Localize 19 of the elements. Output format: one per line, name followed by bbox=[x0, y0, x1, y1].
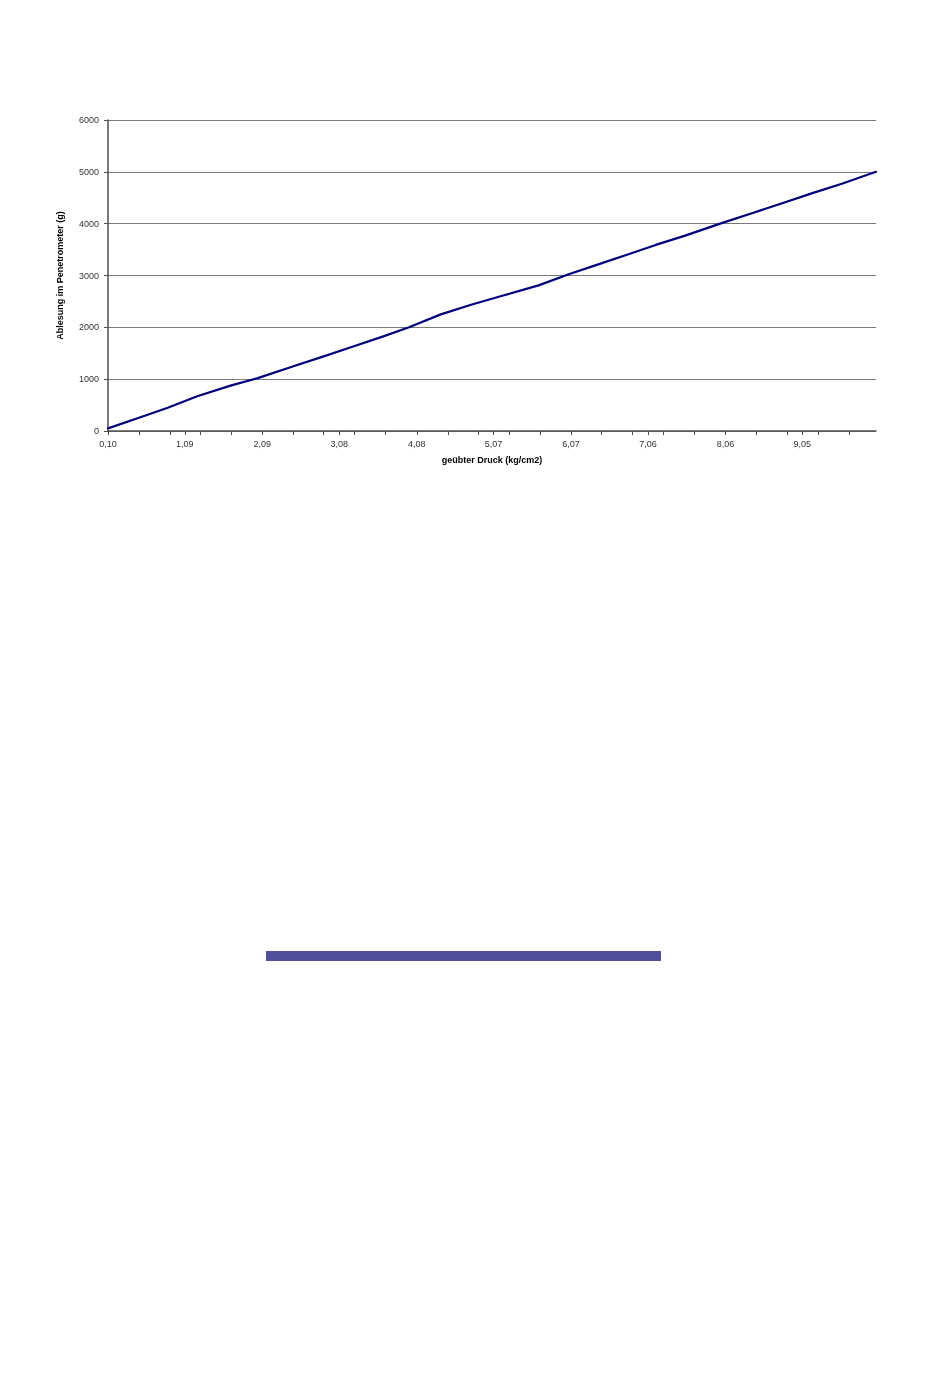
y-axis-title: Ablesung im Penetrometer (g) bbox=[54, 211, 65, 340]
x-tick-label: 9,05 bbox=[793, 438, 812, 449]
x-tick-label: 2,09 bbox=[253, 438, 272, 449]
y-tick-label: 6000 bbox=[78, 115, 99, 125]
x-tick-label: 8,06 bbox=[716, 438, 735, 449]
x-tick-label: 5,07 bbox=[484, 438, 503, 449]
x-tick-label: 7,06 bbox=[639, 438, 657, 449]
x-tick-label: 3,08 bbox=[330, 438, 348, 449]
y-tick-label: 3000 bbox=[78, 270, 99, 281]
x-tick-label: 4,08 bbox=[407, 438, 426, 449]
x-tick-label: 0,10 bbox=[99, 438, 117, 449]
x-axis-title: geübter Druck (kg/cm2) bbox=[441, 454, 543, 465]
y-tick-label: 0 bbox=[93, 426, 99, 436]
y-tick-label: 2000 bbox=[78, 322, 99, 333]
x-tick-label: 1,09 bbox=[176, 438, 194, 449]
y-tick-label: 4000 bbox=[78, 218, 99, 229]
y-tick-label: 1000 bbox=[78, 374, 99, 385]
y-tick-label: 5000 bbox=[78, 166, 99, 177]
x-tick-label: 6,07 bbox=[562, 438, 580, 449]
